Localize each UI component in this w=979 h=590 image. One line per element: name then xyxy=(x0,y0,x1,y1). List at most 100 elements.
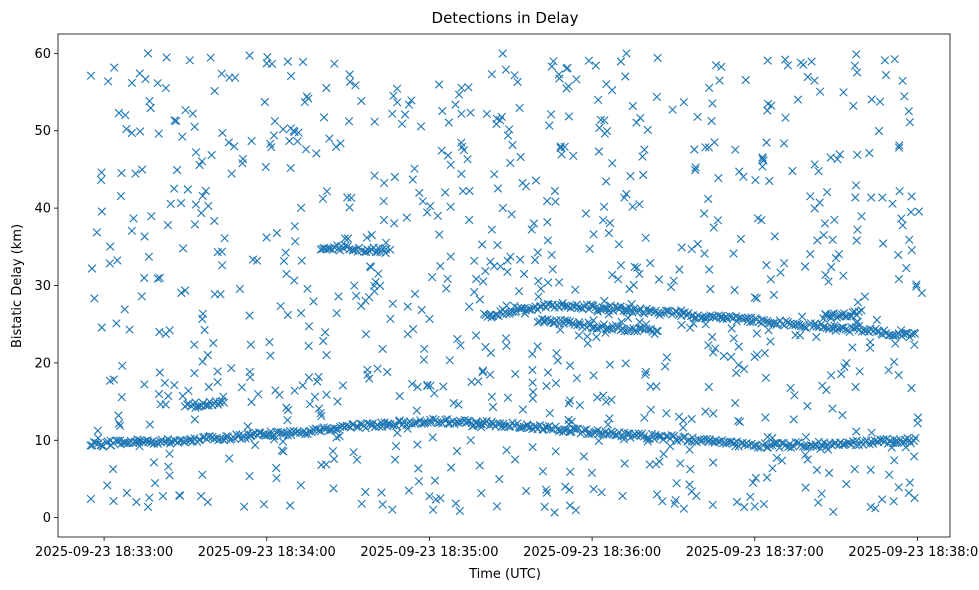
data-point-marker xyxy=(388,299,397,308)
data-point-marker xyxy=(658,497,667,506)
data-point-marker xyxy=(810,204,819,213)
data-point-marker xyxy=(619,435,629,444)
y-tick-label: 10 xyxy=(34,434,51,449)
data-point-marker xyxy=(479,277,488,286)
data-point-marker xyxy=(446,202,455,211)
data-point-marker xyxy=(265,337,274,347)
data-point-marker xyxy=(176,198,186,208)
data-point-marker xyxy=(340,234,350,243)
data-point-marker xyxy=(889,435,899,444)
data-point-marker xyxy=(493,184,503,193)
data-point-marker xyxy=(826,371,836,380)
data-point-marker xyxy=(391,442,401,451)
data-point-marker xyxy=(283,405,293,415)
data-point-marker xyxy=(605,360,615,369)
data-point-marker xyxy=(852,318,861,327)
data-point-marker xyxy=(408,175,417,184)
data-point-marker xyxy=(710,138,719,147)
data-point-marker xyxy=(762,138,771,147)
data-point-marker xyxy=(133,435,142,444)
data-point-marker xyxy=(613,303,623,312)
data-point-marker xyxy=(758,153,767,162)
data-point-marker xyxy=(160,378,170,388)
data-point-marker xyxy=(600,296,609,306)
data-point-marker xyxy=(834,250,844,259)
data-point-marker xyxy=(635,269,644,279)
data-point-marker xyxy=(206,53,215,62)
data-point-marker xyxy=(316,409,325,418)
data-point-marker xyxy=(164,391,173,401)
data-point-marker xyxy=(686,465,695,474)
data-point-marker xyxy=(163,220,173,230)
data-point-marker xyxy=(801,483,810,492)
data-point-marker xyxy=(779,259,789,268)
data-point-marker xyxy=(842,479,851,489)
data-point-marker xyxy=(761,413,770,422)
data-point-marker xyxy=(519,269,529,279)
data-point-marker xyxy=(528,349,537,359)
data-point-marker xyxy=(599,202,609,211)
data-point-marker xyxy=(708,332,717,342)
data-point-marker xyxy=(833,155,842,164)
data-point-marker xyxy=(759,316,769,325)
data-point-marker xyxy=(378,344,387,354)
data-point-marker xyxy=(267,143,276,152)
data-point-marker xyxy=(545,121,554,130)
data-point-marker xyxy=(361,330,371,339)
data-point-marker xyxy=(884,366,893,375)
data-point-marker xyxy=(518,405,528,414)
data-point-marker xyxy=(317,460,326,470)
data-point-marker xyxy=(839,440,848,449)
data-point-marker xyxy=(643,125,652,135)
data-point-marker xyxy=(574,331,584,340)
data-point-marker xyxy=(592,332,601,342)
data-point-marker xyxy=(489,262,499,271)
data-point-marker xyxy=(817,489,826,498)
data-point-marker xyxy=(485,370,495,379)
data-point-marker xyxy=(374,269,383,278)
data-point-marker xyxy=(314,372,323,382)
data-point-marker xyxy=(881,70,891,80)
data-point-marker xyxy=(190,220,200,229)
data-point-marker xyxy=(426,201,435,211)
data-point-marker xyxy=(434,418,443,428)
data-point-marker xyxy=(898,76,907,85)
data-point-marker xyxy=(891,339,900,348)
data-point-marker xyxy=(210,290,219,299)
data-point-marker xyxy=(594,147,604,156)
data-point-marker xyxy=(137,165,147,174)
data-point-marker xyxy=(865,148,874,158)
data-point-marker xyxy=(538,467,548,476)
data-point-marker xyxy=(457,169,466,179)
data-point-marker xyxy=(807,57,816,66)
data-point-marker xyxy=(685,323,695,332)
data-point-marker xyxy=(579,452,589,461)
data-point-marker xyxy=(404,486,414,495)
data-point-marker xyxy=(894,143,904,152)
data-point-marker xyxy=(789,415,798,424)
data-point-marker xyxy=(453,334,462,344)
data-point-marker xyxy=(803,455,812,464)
data-point-marker xyxy=(185,56,194,65)
data-point-marker xyxy=(286,71,296,81)
data-point-marker xyxy=(116,191,126,201)
data-point-marker xyxy=(345,77,355,87)
data-point-marker xyxy=(871,324,880,334)
data-point-marker xyxy=(907,383,916,393)
data-point-marker xyxy=(549,57,558,66)
data-point-marker xyxy=(295,428,305,437)
data-point-marker xyxy=(589,371,598,380)
data-point-marker xyxy=(321,328,330,337)
data-point-marker xyxy=(888,199,897,208)
data-point-marker xyxy=(114,411,123,420)
data-point-marker xyxy=(404,100,414,109)
data-point-marker xyxy=(114,436,123,445)
data-point-marker xyxy=(734,342,743,351)
data-point-marker xyxy=(329,484,338,493)
data-point-marker xyxy=(693,112,702,121)
data-point-marker xyxy=(498,49,507,58)
data-point-marker xyxy=(185,436,195,445)
data-point-marker xyxy=(517,304,527,313)
data-point-marker xyxy=(203,350,212,360)
data-point-marker xyxy=(674,412,684,421)
